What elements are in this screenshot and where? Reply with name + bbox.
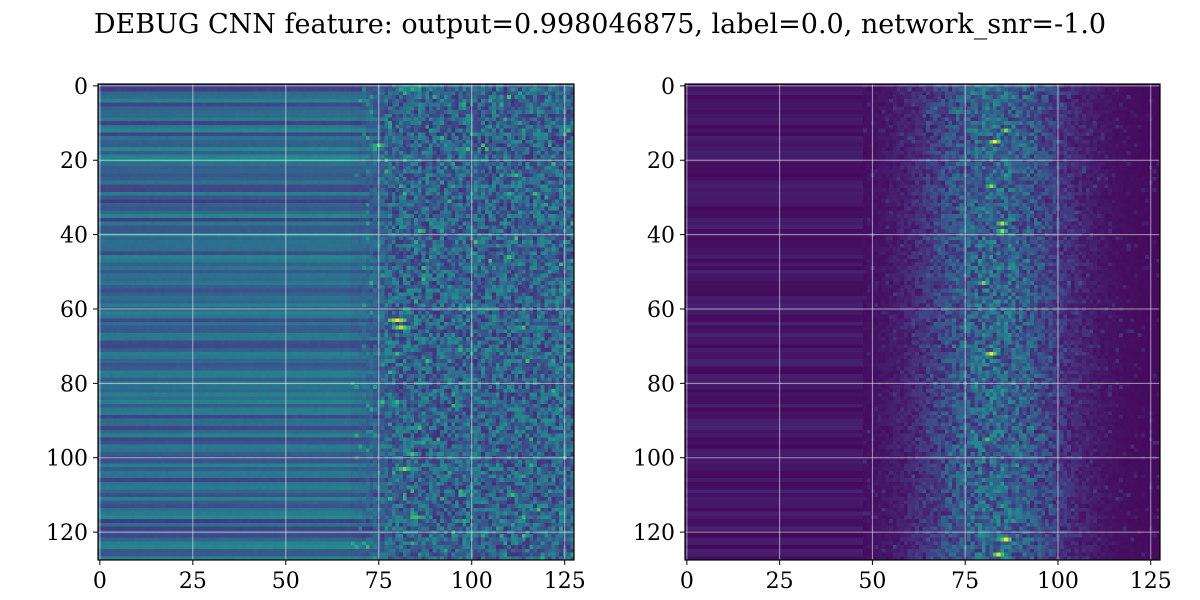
y-tick-label-left: 60 xyxy=(60,298,88,323)
axes-frame-right xyxy=(684,83,1161,561)
x-tick-label-left: 50 xyxy=(272,569,300,594)
x-tick-label-left: 100 xyxy=(451,569,493,594)
y-tick-label-left: 80 xyxy=(60,372,88,397)
y-tick-label-left: 40 xyxy=(60,224,88,249)
grid-left xyxy=(98,84,574,560)
x-tick-label-right: 50 xyxy=(858,569,886,594)
x-tick-label-right: 125 xyxy=(1130,569,1172,594)
y-tick-label-right: 60 xyxy=(647,298,675,323)
x-tick-label-right: 25 xyxy=(766,569,794,594)
x-tick-label-left: 75 xyxy=(365,569,393,594)
heatmap-right-image xyxy=(685,84,1160,560)
y-tick-label-left: 120 xyxy=(46,521,88,546)
subplot-right: 0 25 50 75 100 125 0 20 40 60 80 100 120 xyxy=(633,75,1172,594)
x-tick-label-right: 100 xyxy=(1037,569,1079,594)
x-tick-label-left: 125 xyxy=(544,569,586,594)
y-tick-label-left: 0 xyxy=(74,75,88,100)
y-tick-label-left: 100 xyxy=(46,447,88,472)
y-tick-label-right: 0 xyxy=(661,75,675,100)
heatmap-left-image xyxy=(98,84,574,560)
x-tick-label-right: 75 xyxy=(951,569,979,594)
y-tick-label-right: 120 xyxy=(633,521,675,546)
ticks-right: 0 25 50 75 100 125 0 20 40 60 80 100 120 xyxy=(633,75,1172,594)
grid-right xyxy=(685,84,1160,560)
subplot-left: 0 25 50 75 100 125 0 20 40 60 80 100 120 xyxy=(46,75,586,594)
figure-title: DEBUG CNN feature: output=0.998046875, l… xyxy=(94,9,1106,40)
axes-frame-left xyxy=(97,83,575,561)
y-tick-label-right: 100 xyxy=(633,447,675,472)
x-tick-label-left: 25 xyxy=(179,569,207,594)
y-tick-label-left: 20 xyxy=(60,149,88,174)
x-tick-label-left: 0 xyxy=(93,569,107,594)
y-tick-label-right: 40 xyxy=(647,224,675,249)
x-tick-label-right: 0 xyxy=(680,569,694,594)
y-tick-label-right: 80 xyxy=(647,372,675,397)
ticks-left: 0 25 50 75 100 125 0 20 40 60 80 100 120 xyxy=(46,75,586,594)
y-tick-label-right: 20 xyxy=(647,149,675,174)
